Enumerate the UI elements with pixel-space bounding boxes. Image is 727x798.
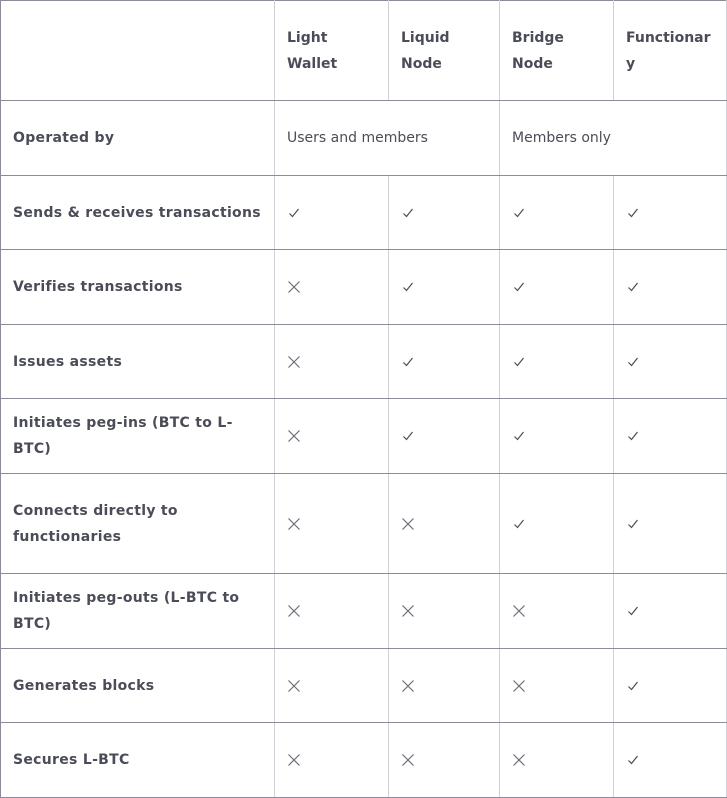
feature-cell [388, 175, 500, 250]
cross-icon [287, 355, 301, 369]
cross-icon [287, 753, 301, 767]
cross-icon [512, 604, 526, 618]
feature-cell [613, 722, 727, 798]
feature-cell [388, 573, 500, 649]
row-label: Generates blocks [0, 648, 275, 723]
check-icon [287, 206, 301, 220]
feature-cell [499, 722, 614, 798]
feature-cell [274, 324, 389, 399]
row-label: Operated by [0, 100, 275, 176]
feature-cell [613, 324, 727, 399]
cross-icon [401, 517, 415, 531]
check-icon [626, 679, 640, 693]
feature-cell [499, 573, 614, 649]
feature-cell [499, 324, 614, 399]
check-icon [626, 604, 640, 618]
header-row: Light Wallet Liquid Node Bridge Node Functi… [0, 0, 727, 101]
check-icon [512, 280, 526, 294]
check-icon [626, 429, 640, 443]
table-row: Secures L-BTC [0, 722, 727, 798]
table-row: Verifies transactions [0, 249, 727, 325]
check-icon [401, 280, 415, 294]
feature-cell [499, 249, 614, 325]
column-header: Functionary [613, 0, 727, 101]
cross-icon [287, 517, 301, 531]
cross-icon [401, 604, 415, 618]
cross-icon [401, 679, 415, 693]
check-icon [626, 280, 640, 294]
feature-cell [613, 573, 727, 649]
feature-cell [274, 175, 389, 250]
cross-icon [287, 429, 301, 443]
cross-icon [287, 679, 301, 693]
column-header: Bridge Node [499, 0, 614, 101]
feature-cell [499, 648, 614, 723]
check-icon [512, 355, 526, 369]
row-label: Secures L-BTC [0, 722, 275, 798]
feature-cell [274, 573, 389, 649]
operated-by-value: Users and members [274, 100, 500, 176]
row-label: Initiates peg-ins (BTC to L-BTC) [0, 398, 275, 474]
check-icon [626, 517, 640, 531]
feature-cell [613, 249, 727, 325]
check-icon [512, 517, 526, 531]
feature-cell [613, 473, 727, 574]
check-icon [626, 753, 640, 767]
table-row: Issues assets [0, 324, 727, 399]
cross-icon [287, 604, 301, 618]
corner-cell [0, 0, 275, 101]
row-label: Verifies transactions [0, 249, 275, 325]
row-label: Initiates peg-outs (L-BTC to BTC) [0, 573, 275, 649]
check-icon [626, 355, 640, 369]
feature-cell [274, 249, 389, 325]
check-icon [512, 206, 526, 220]
check-icon [401, 206, 415, 220]
feature-cell [274, 648, 389, 723]
feature-cell [388, 648, 500, 723]
feature-cell [388, 398, 500, 474]
cross-icon [401, 753, 415, 767]
table-row: Generates blocks [0, 648, 727, 723]
feature-cell [274, 473, 389, 574]
feature-cell [613, 175, 727, 250]
row-label: Connects directly to functionaries [0, 473, 275, 574]
table-row: Initiates peg-outs (L-BTC to BTC) [0, 573, 727, 649]
feature-cell [613, 398, 727, 474]
check-icon [512, 429, 526, 443]
feature-cell [499, 398, 614, 474]
feature-cell [388, 249, 500, 325]
row-label: Sends & receives transactions [0, 175, 275, 250]
column-header: Liquid Node [388, 0, 500, 101]
column-header: Light Wallet [274, 0, 389, 101]
check-icon [401, 355, 415, 369]
feature-cell [274, 722, 389, 798]
feature-cell [613, 648, 727, 723]
feature-cell [499, 473, 614, 574]
feature-cell [499, 175, 614, 250]
table-row: Initiates peg-ins (BTC to L-BTC) [0, 398, 727, 474]
feature-cell [388, 324, 500, 399]
feature-cell [274, 398, 389, 474]
feature-cell [388, 473, 500, 574]
cross-icon [512, 753, 526, 767]
cross-icon [287, 280, 301, 294]
feature-cell [388, 722, 500, 798]
check-icon [626, 206, 640, 220]
operated-by-value: Members only [499, 100, 727, 176]
cross-icon [512, 679, 526, 693]
table-row: Connects directly to functionaries [0, 473, 727, 574]
check-icon [401, 429, 415, 443]
table-row-operated-by: Operated by Users and members Members only [0, 100, 727, 176]
table-row: Sends & receives transactions [0, 175, 727, 250]
row-label: Issues assets [0, 324, 275, 399]
